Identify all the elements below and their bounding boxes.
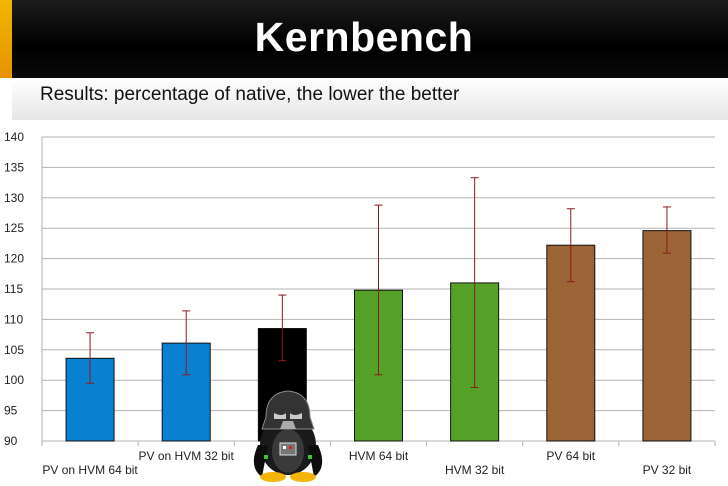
x-tick-label: HVM 32 bit — [445, 463, 505, 477]
y-tick-label: 105 — [4, 343, 24, 357]
x-tick-label: PV 64 bit — [546, 449, 595, 463]
y-tick-label: 125 — [4, 221, 24, 235]
x-tick-label: PV on HVM 32 bit — [139, 449, 235, 463]
y-tick-label: 100 — [4, 373, 24, 387]
y-tick-label: 120 — [4, 252, 24, 266]
y-tick-label: 130 — [4, 191, 24, 205]
y-tick-label: 95 — [4, 404, 18, 418]
bar — [161, 342, 211, 442]
x-tick-label: PV on HVM 64 bit — [42, 463, 138, 477]
slide-title: Kernbench — [254, 14, 474, 60]
bar — [642, 230, 692, 442]
subtitle-bar — [12, 78, 728, 120]
title-accent-stripe — [0, 0, 12, 78]
bar-chart: 90 95 100 105 110 115 120 125 130 135 140 PV on HVM… — [4, 130, 716, 482]
y-tick-label: 135 — [4, 160, 24, 174]
darth-tux-mascot-icon — [253, 390, 323, 482]
title-bar — [0, 0, 728, 78]
y-tick-label: 110 — [4, 312, 23, 326]
y-tick-label: 115 — [4, 282, 23, 296]
x-tick-label: HVM 64 bit — [349, 449, 409, 463]
y-tick-label: 140 — [4, 130, 24, 144]
x-tick-label: PV 32 bit — [643, 463, 692, 477]
y-tick-label: 90 — [4, 434, 18, 448]
slide-subtitle: Results: percentage of native, the lower… — [40, 84, 460, 105]
